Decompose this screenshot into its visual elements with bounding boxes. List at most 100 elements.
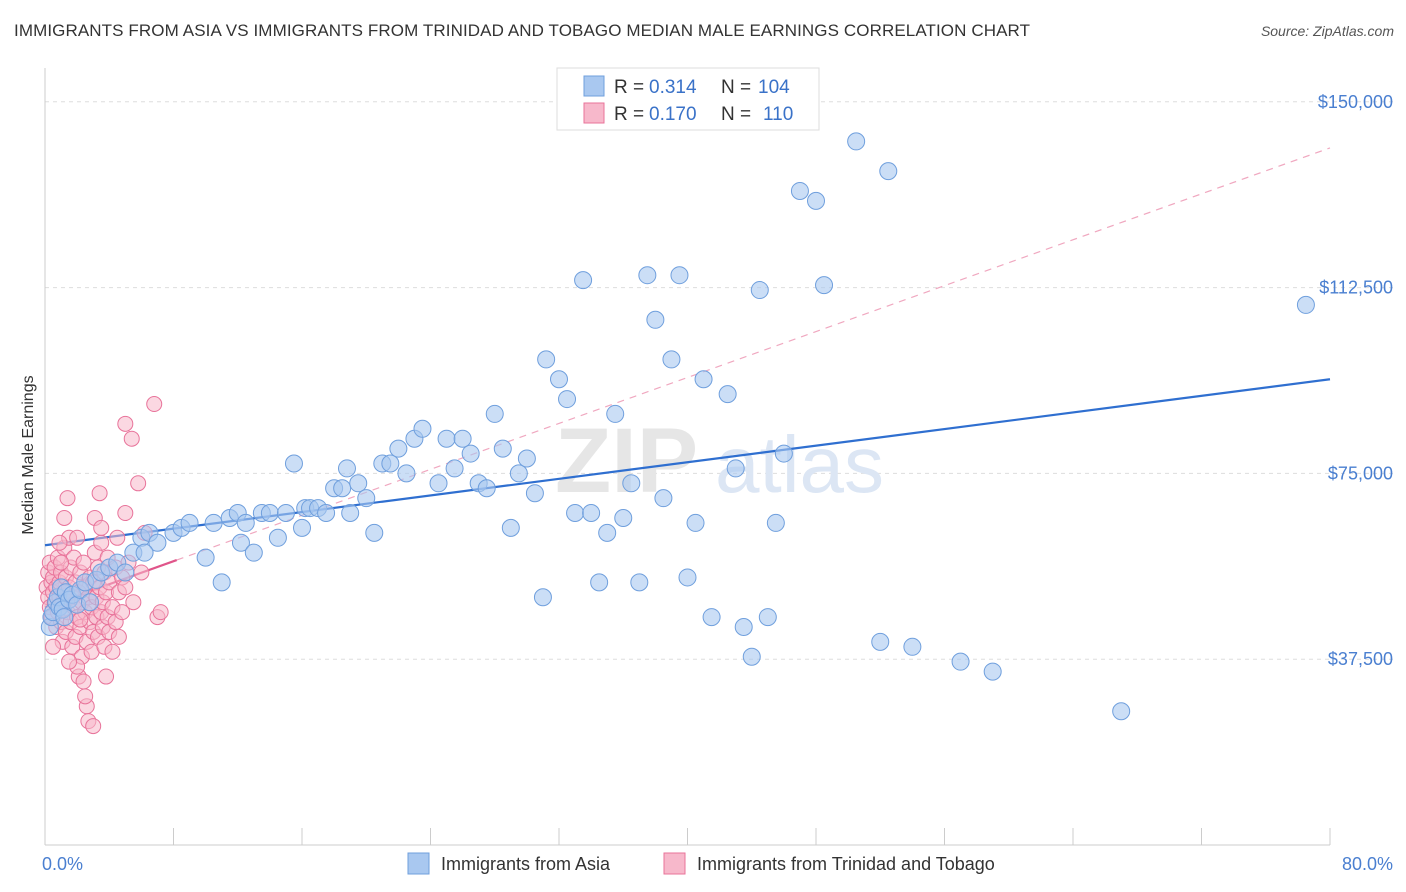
- scatter-point-trinidad: [125, 594, 142, 611]
- scatter-point-asia: [686, 513, 705, 532]
- scatter-point-asia: [606, 404, 625, 423]
- series-asia-points: [40, 132, 1315, 721]
- scatter-point-asia: [750, 281, 769, 300]
- scatter-point-asia: [598, 523, 617, 542]
- scatter-point-asia: [646, 310, 665, 329]
- scatter-point-asia: [774, 444, 793, 463]
- scatter-point-trinidad: [104, 643, 121, 660]
- scatter-point-trinidad: [93, 519, 110, 536]
- scatter-point-asia: [437, 429, 456, 448]
- scatter-point-trinidad: [117, 579, 134, 596]
- scatter-point-asia: [317, 504, 336, 523]
- scatter-point-asia: [80, 593, 99, 612]
- x-tick-max: 80.0%: [1342, 854, 1393, 874]
- scatter-point-trinidad: [109, 529, 126, 546]
- trend-extension-trinidad: [176, 147, 1331, 561]
- scatter-point-asia: [276, 504, 295, 523]
- gridlines: [45, 101, 1393, 660]
- chart-title: IMMIGRANTS FROM ASIA VS IMMIGRANTS FROM …: [14, 21, 1031, 40]
- scatter-point-asia: [533, 588, 552, 607]
- legend-n-label-trinidad: N =: [721, 104, 751, 125]
- scatter-point-asia: [429, 474, 448, 493]
- legend-n-label-asia: N =: [721, 77, 751, 98]
- scatter-point-asia: [357, 489, 376, 508]
- watermark: ZIP atlas: [555, 410, 884, 512]
- scatter-point-asia: [582, 504, 601, 523]
- scatter-point-asia: [694, 370, 713, 389]
- scatter-point-asia: [453, 429, 472, 448]
- scatter-point-asia: [445, 459, 464, 478]
- scatter-point-asia: [284, 454, 303, 473]
- scatter-point-asia: [509, 464, 528, 483]
- legend-swatch-asia: [583, 75, 605, 97]
- scatter-point-trinidad: [93, 534, 110, 551]
- scatter-point-asia: [413, 419, 432, 438]
- scatter-point-asia: [847, 132, 866, 151]
- scatter-point-asia: [574, 271, 593, 290]
- scatter-point-asia: [654, 489, 673, 508]
- scatter-point-asia: [333, 479, 352, 498]
- y-tick-label: $112,500: [1319, 278, 1393, 298]
- scatter-point-asia: [1296, 295, 1315, 314]
- scatter-point-asia: [815, 276, 834, 295]
- scatter-point-asia: [807, 191, 825, 210]
- scatter-point-asia: [244, 543, 263, 562]
- scatter-point-trinidad: [114, 604, 131, 621]
- scatter-point-asia: [670, 266, 689, 285]
- scatter-point-asia: [525, 484, 544, 503]
- scatter-point-asia: [742, 647, 761, 666]
- legend-r-label-asia: R =: [614, 77, 644, 98]
- scatter-point-asia: [337, 459, 356, 478]
- scatter-point-asia: [871, 632, 890, 651]
- bottom-legend-swatch-asia: [407, 852, 430, 875]
- legend-r-value-trinidad: 0.170: [649, 104, 697, 125]
- scatter-point-trinidad: [61, 653, 78, 670]
- scatter-point-asia: [196, 548, 215, 567]
- scatter-point-asia: [260, 504, 279, 523]
- scatter-point-trinidad: [75, 554, 92, 571]
- scatter-point-asia: [381, 454, 400, 473]
- scatter-point-asia: [662, 350, 681, 369]
- chart-source: Source: ZipAtlas.com: [1260, 23, 1394, 39]
- legend-r-value-asia: 0.314: [649, 77, 697, 98]
- scatter-point-asia: [180, 513, 199, 532]
- scatter-point-asia: [55, 608, 74, 627]
- scatter-point-trinidad: [59, 490, 76, 507]
- y-axis-ticks: $37,500 $75,000 $112,500 $150,000: [1318, 92, 1393, 669]
- bottom-legend-swatch-trinidad: [663, 852, 686, 875]
- scatter-point-asia: [630, 573, 649, 592]
- legend-n-value-trinidad: 110: [763, 104, 793, 125]
- scatter-point-asia: [389, 439, 408, 458]
- scatter-point-asia: [349, 474, 368, 493]
- scatter-point-asia: [879, 162, 898, 181]
- scatter-point-asia: [477, 479, 496, 498]
- scatter-point-asia: [461, 444, 480, 463]
- scatter-point-trinidad: [85, 718, 102, 735]
- scatter-point-asia: [678, 568, 697, 587]
- scatter-point-asia: [236, 513, 255, 532]
- scatter-point-asia: [903, 637, 922, 656]
- scatter-point-asia: [1112, 702, 1131, 721]
- scatter-point-asia: [148, 533, 167, 552]
- correlation-legend: R = 0.314 N = 104 R = 0.170 N = 110: [556, 67, 820, 131]
- scatter-point-asia: [638, 266, 657, 285]
- scatter-point-asia: [590, 573, 609, 592]
- scatter-point-trinidad: [56, 509, 73, 526]
- scatter-point-asia: [758, 608, 777, 627]
- scatter-point-asia: [231, 533, 250, 552]
- scatter-point-asia: [116, 563, 135, 582]
- y-tick-label: $150,000: [1318, 92, 1393, 112]
- x-tick-min: 0.0%: [42, 854, 83, 874]
- scatter-point-trinidad: [152, 604, 169, 621]
- scatter-point-trinidad: [98, 668, 115, 685]
- scatter-point-trinidad: [51, 534, 68, 551]
- axes: [44, 68, 1331, 846]
- scatter-point-trinidad: [75, 673, 92, 690]
- scatter-point-asia: [397, 464, 416, 483]
- scatter-point-asia: [550, 370, 568, 389]
- watermark-zip: ZIP: [555, 410, 698, 512]
- scatter-point-asia: [537, 350, 556, 369]
- scatter-point-asia: [135, 543, 154, 562]
- scatter-point-asia: [734, 617, 753, 636]
